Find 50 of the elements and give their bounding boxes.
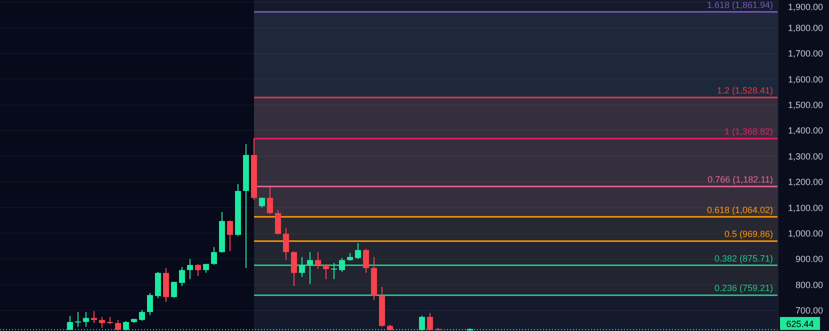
candlestick: [339, 258, 345, 272]
y-tick-label: 1,500.00: [788, 100, 823, 110]
ref-line-label: 625.44: [786, 319, 814, 329]
candlestick: [315, 252, 321, 270]
candlestick: [91, 310, 97, 324]
y-tick-label: 1,900.00: [788, 2, 823, 12]
ref-line-label: 0.382 (875.71): [714, 253, 773, 264]
candlestick: [259, 196, 265, 208]
candlestick: [171, 281, 177, 298]
candlestick: [83, 311, 89, 328]
candlestick: [115, 319, 121, 331]
candlestick: [275, 209, 281, 236]
candlestick: [139, 309, 145, 322]
ref-line-label: 0.236 (759.21): [714, 283, 773, 294]
y-tick-label: 800.00: [795, 280, 823, 290]
ref-line-label: 1.618 (1,861.94): [706, 0, 773, 10]
candlestick: [363, 248, 369, 274]
y-tick-label: 1,800.00: [788, 22, 823, 33]
ref-line-label: 1.2 (1,528.41): [716, 86, 773, 96]
ref-line-label: 0.766 (1,182.11): [708, 174, 773, 185]
candlestick: [187, 258, 193, 280]
y-tick-label: 1,000.00: [788, 228, 823, 238]
candlestick: [227, 220, 233, 252]
candlestick: [195, 264, 201, 277]
candlestick: [299, 256, 305, 278]
y-tick-label: 1,300.00: [788, 151, 823, 162]
y-tick-label: 900.00: [795, 254, 823, 264]
ref-line-label: 0.618 (1,064.02): [706, 204, 773, 215]
y-tick-label: 1,600.00: [788, 74, 823, 84]
ref-line-label: 1 (1,368.82): [724, 126, 773, 137]
ref-line-label: 0.5 (969.86): [724, 229, 773, 240]
y-tick-label: 1,100.00: [788, 202, 823, 213]
candlestick: [323, 264, 329, 280]
candlestick: [179, 266, 185, 287]
candlestick: [291, 250, 297, 287]
candlestick: [355, 242, 361, 260]
candlestick: [331, 262, 337, 280]
candlestick: [307, 252, 313, 284]
y-tick-label: 1,700.00: [788, 48, 823, 59]
candlestick: [427, 312, 433, 331]
candlestick: [99, 316, 105, 328]
candlestick: [155, 271, 161, 299]
candlestick: [267, 186, 273, 215]
y-tick-label: 1,400.00: [788, 126, 823, 136]
y-tick-label: 1,200.00: [788, 177, 823, 188]
candlestick: [283, 227, 289, 261]
candlestick: [147, 292, 153, 316]
y-tick-label: 700.00: [795, 306, 823, 316]
candlestick: [211, 246, 217, 266]
candlestick: [75, 311, 81, 328]
